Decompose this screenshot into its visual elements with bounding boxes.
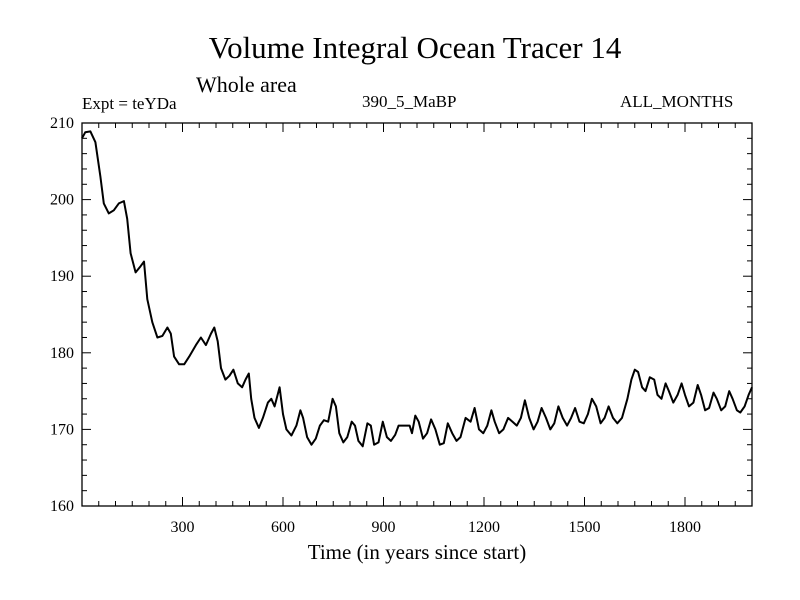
chart-subtitle: Whole area [196,72,297,97]
x-tick-label: 600 [271,519,295,536]
x-tick-label: 1200 [468,519,500,536]
y-tick-label: 170 [50,421,74,438]
experiment-label: Expt = teYDa [82,94,177,113]
x-axis-label: Time (in years since start) [307,540,527,564]
y-tick-label: 210 [50,115,74,132]
x-tick-label: 300 [171,519,195,536]
run-label: 390_5_MaBP [362,92,457,111]
x-tick-label: 1800 [669,519,701,536]
months-label: ALL_MONTHS [620,92,734,111]
y-tick-label: 180 [50,345,74,362]
series-line-tracer-14 [81,130,753,448]
plot-frame [81,122,753,507]
y-tick-label: 160 [50,498,74,515]
x-tick-label: 1500 [569,519,601,536]
y-tick-label: 200 [50,192,74,209]
y-tick-label: 190 [50,268,74,285]
chart-title: Volume Integral Ocean Tracer 14 [208,30,622,65]
x-tick-label: 900 [372,519,396,536]
